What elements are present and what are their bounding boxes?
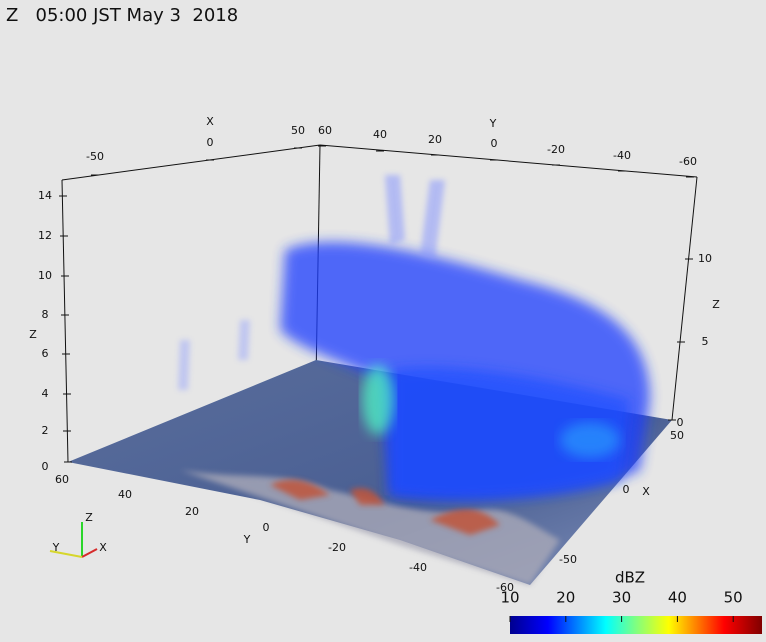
- tick-label: 6: [42, 347, 49, 360]
- tick-label: 20: [428, 133, 442, 146]
- tick-label: 50: [670, 429, 684, 442]
- tick-label: 0: [677, 416, 684, 429]
- tick-label: 12: [38, 229, 52, 242]
- tick-label: -50: [86, 150, 104, 163]
- orientation-axes: Z X Y: [49, 511, 107, 558]
- colorbar-tick-label: 20: [556, 589, 575, 607]
- tick-label: 0: [42, 460, 49, 473]
- tick-label: 60: [55, 473, 69, 486]
- colorbar-ramp: [510, 616, 762, 634]
- colorbar-tick-label: 50: [724, 589, 743, 607]
- tick-label: -20: [328, 541, 346, 554]
- axis-title: X: [642, 485, 650, 498]
- tick-label: 0: [263, 521, 270, 534]
- tick-label: 4: [42, 387, 49, 400]
- tick-label: 10: [698, 252, 712, 265]
- tick-label: 0: [623, 483, 630, 496]
- tick-label: 0: [491, 137, 498, 150]
- tick-label: 14: [38, 189, 52, 202]
- axis-title: Y: [489, 117, 497, 130]
- tick-label: 5: [702, 335, 709, 348]
- title: Z 05:00 JST May 3 2018: [6, 5, 238, 26]
- tick-label: -40: [613, 149, 631, 162]
- tick-label: 40: [118, 488, 132, 501]
- tick-label: -60: [496, 581, 514, 594]
- tick-label: 50: [291, 124, 305, 137]
- tick-label: -20: [547, 143, 565, 156]
- axis-label: X: [99, 541, 107, 554]
- axis-title: Y: [243, 533, 251, 546]
- axis-title: Z: [712, 298, 720, 311]
- tick-label: -50: [559, 553, 577, 566]
- radar-volume: [178, 175, 650, 500]
- colorbar: dBZ 10 20 30 40 50: [500, 569, 762, 634]
- tick-label: -60: [679, 155, 697, 168]
- axis-label: Y: [52, 541, 60, 554]
- tick-label: -40: [409, 561, 427, 574]
- tick-label: 20: [185, 505, 199, 518]
- tick-label: 60: [318, 124, 332, 137]
- axis-label: Z: [85, 511, 93, 524]
- tick-label: 10: [38, 269, 52, 282]
- tick-label: 8: [42, 308, 49, 321]
- axis-title: Z: [29, 328, 37, 341]
- colorbar-tick-label: 10: [500, 589, 519, 607]
- colorbar-title: dBZ: [615, 569, 645, 587]
- axis-title: X: [206, 115, 214, 128]
- tick-label: 40: [373, 128, 387, 141]
- tick-label: 2: [42, 424, 49, 437]
- colorbar-tick-label: 40: [668, 589, 687, 607]
- colorbar-tick-label: 30: [612, 589, 631, 607]
- bounding-box: [61, 144, 698, 463]
- tick-label: 0: [207, 136, 214, 149]
